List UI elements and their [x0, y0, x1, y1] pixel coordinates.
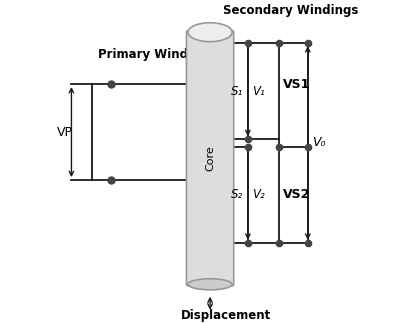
- Text: V₂: V₂: [252, 188, 264, 201]
- Text: Primary Winding: Primary Winding: [98, 48, 209, 61]
- Text: VS1: VS1: [283, 78, 310, 91]
- Text: Secondary Windings: Secondary Windings: [223, 4, 358, 17]
- Text: S₂: S₂: [231, 188, 243, 201]
- Text: Core: Core: [205, 145, 215, 171]
- Text: VP: VP: [57, 126, 73, 139]
- FancyBboxPatch shape: [186, 31, 234, 286]
- Ellipse shape: [188, 23, 232, 42]
- Text: Displacement: Displacement: [181, 309, 271, 322]
- Text: VS2: VS2: [283, 188, 310, 201]
- Ellipse shape: [188, 279, 232, 290]
- Text: V₀: V₀: [312, 136, 326, 150]
- Text: S₁: S₁: [231, 85, 243, 98]
- Text: V₁: V₁: [252, 85, 264, 98]
